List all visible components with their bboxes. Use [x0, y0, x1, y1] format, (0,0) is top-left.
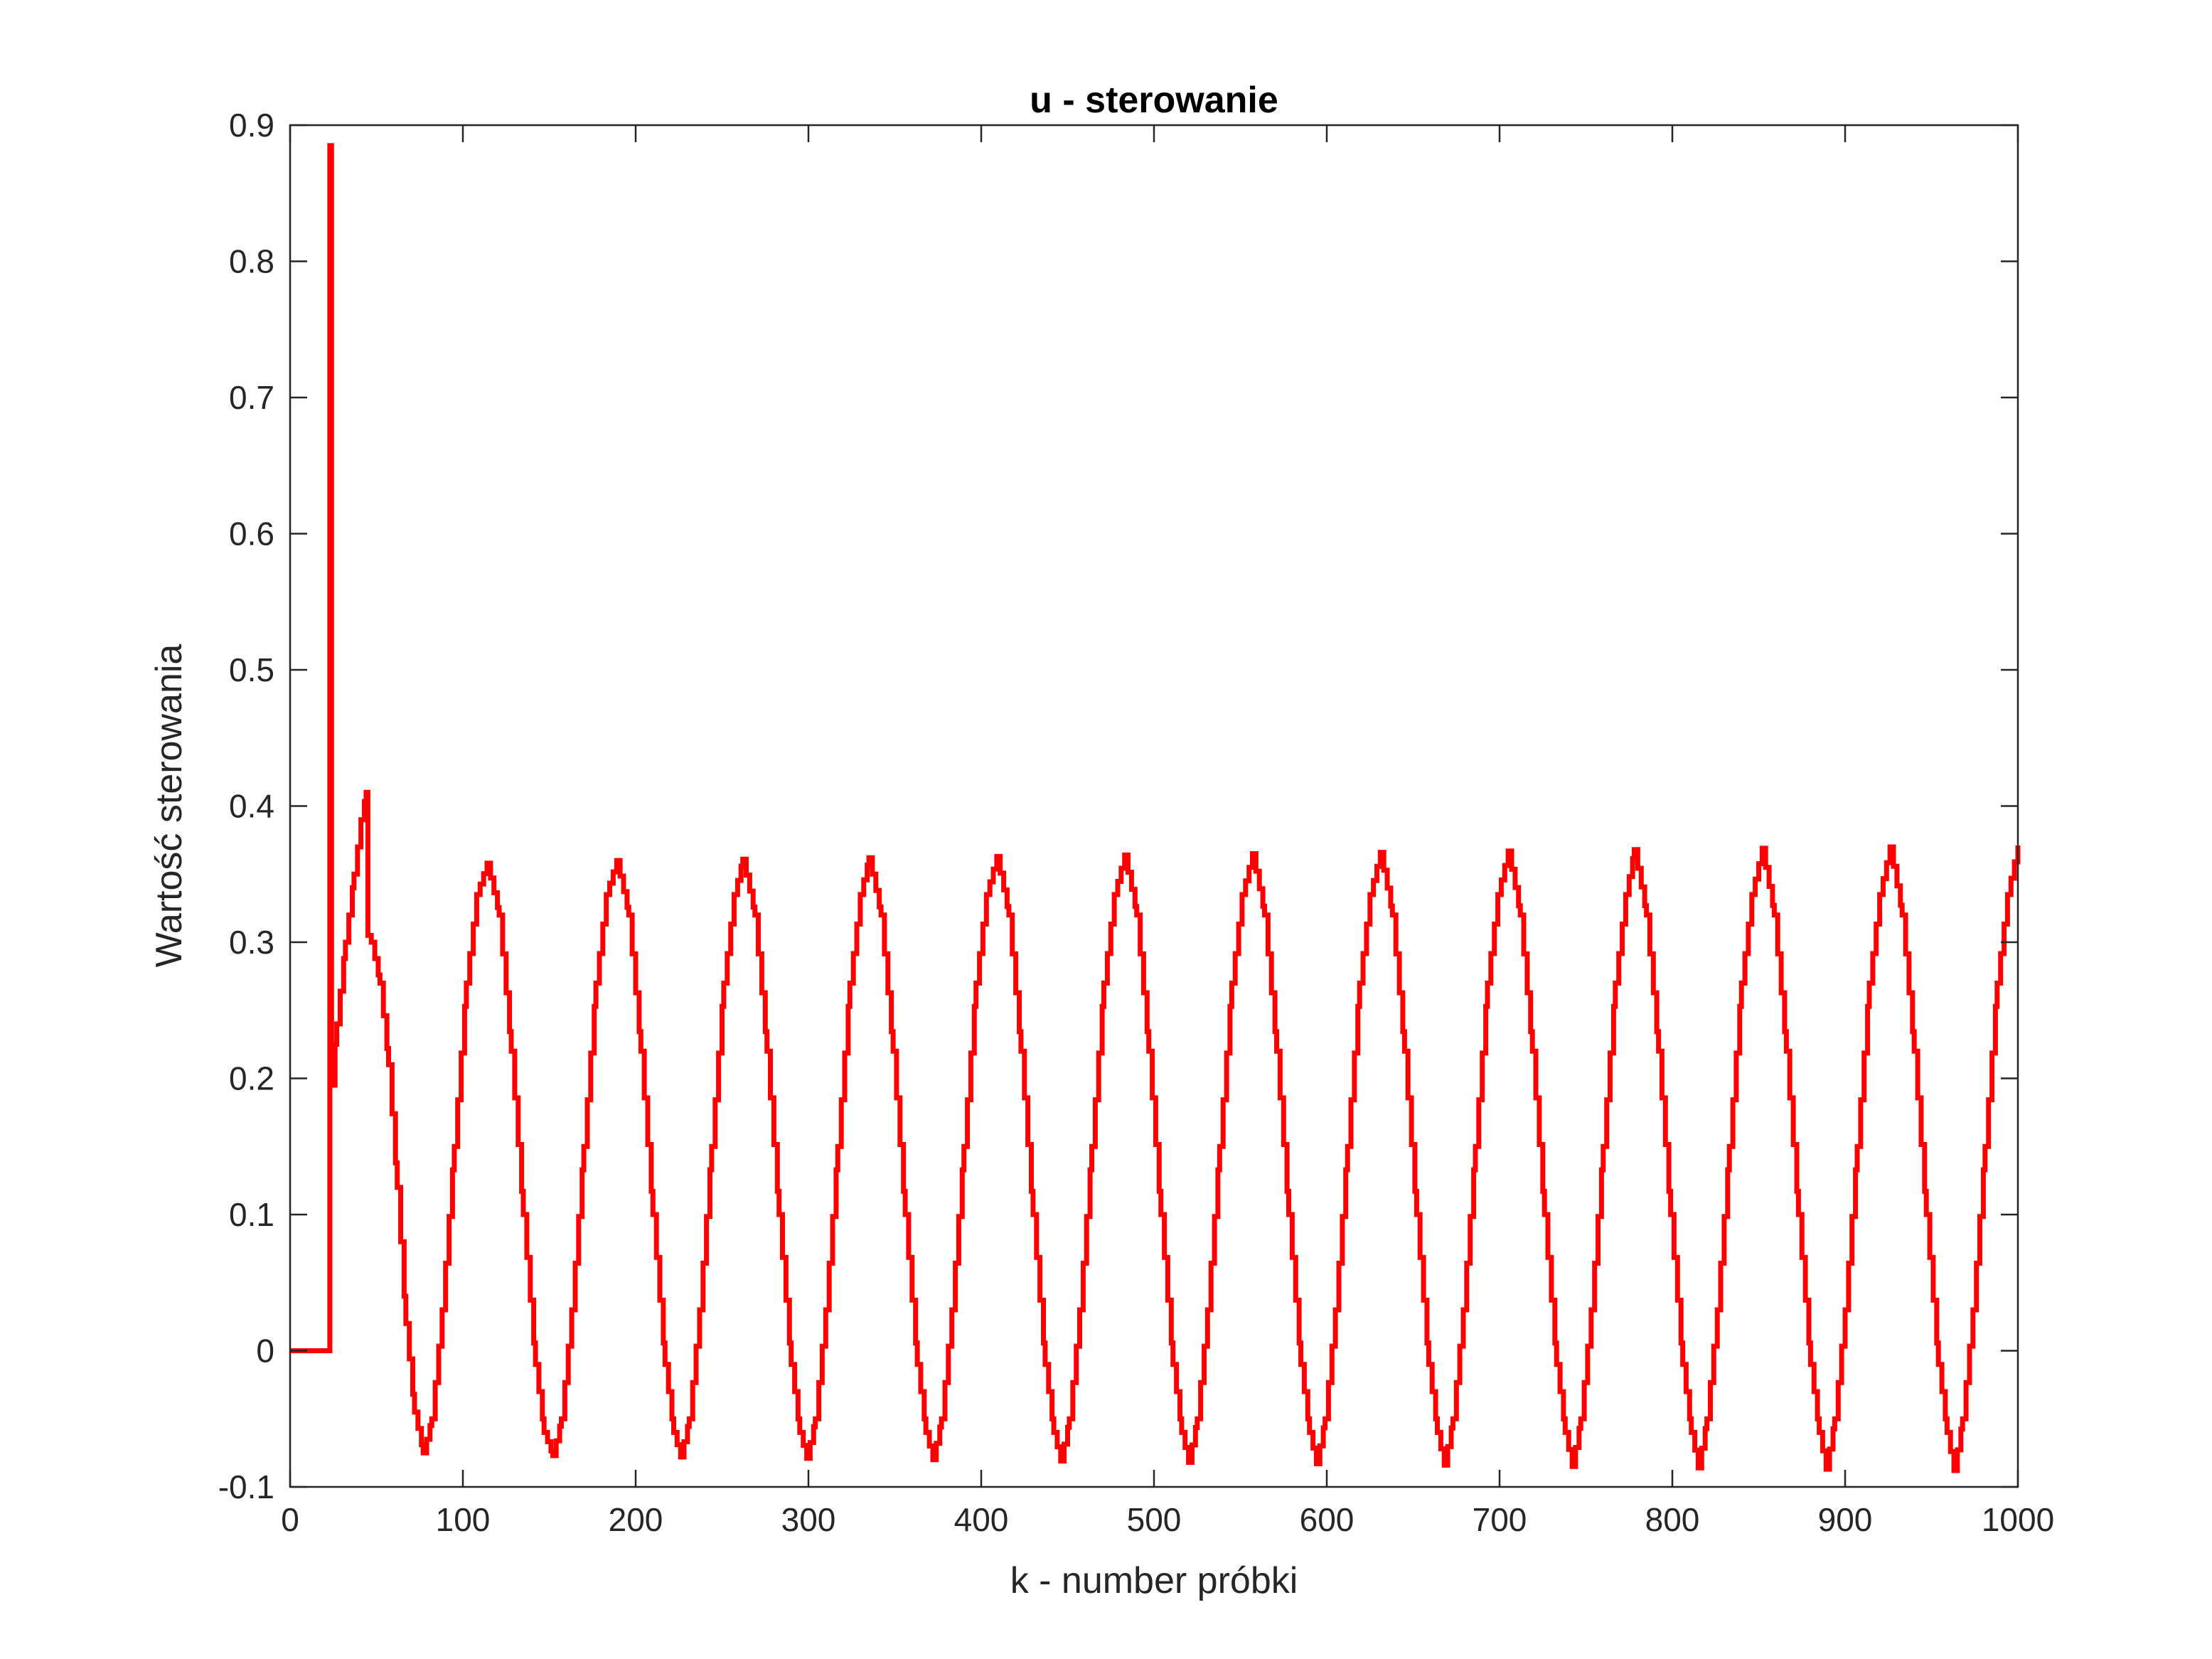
y-axis-label: Wartość sterowania — [149, 644, 190, 968]
y-tick-label: 0.3 — [229, 924, 274, 961]
x-tick-label: 0 — [281, 1501, 299, 1538]
series-line — [290, 143, 2021, 1473]
y-tick-label: 0.1 — [229, 1196, 274, 1233]
y-tick-label: 0 — [256, 1333, 274, 1370]
x-tick-label: 700 — [1473, 1501, 1527, 1538]
x-ticks: 0 100 200 300 400 500 600 700 800 900 1000 — [281, 125, 2054, 1538]
y-tick-label: 0.9 — [229, 107, 274, 144]
chart-title: u - sterowanie — [1030, 80, 1278, 121]
x-tick-label: 800 — [1645, 1501, 1700, 1538]
x-tick-label: 100 — [436, 1501, 491, 1538]
x-tick-label: 200 — [609, 1501, 663, 1538]
x-tick-label: 300 — [781, 1501, 836, 1538]
y-tick-label: 0.5 — [229, 651, 274, 688]
y-ticks: -0.1 0 0.1 0.2 0.3 0.4 0.5 0.6 0.7 0.8 0.9 — [218, 107, 2018, 1505]
y-tick-label: -0.1 — [218, 1468, 274, 1505]
x-tick-label: 1000 — [1982, 1501, 2054, 1538]
x-tick-label: 400 — [954, 1501, 1009, 1538]
y-tick-label: 0.6 — [229, 516, 274, 553]
plot-series — [290, 143, 2021, 1473]
x-tick-label: 900 — [1818, 1501, 1873, 1538]
y-tick-label: 0.7 — [229, 379, 274, 416]
x-tick-label: 600 — [1300, 1501, 1355, 1538]
x-tick-label: 500 — [1127, 1501, 1182, 1538]
y-tick-label: 0.2 — [229, 1060, 274, 1097]
y-tick-label: 0.4 — [229, 788, 274, 825]
y-tick-label: 0.8 — [229, 243, 274, 280]
x-axis-label: k - number próbki — [1010, 1560, 1298, 1601]
